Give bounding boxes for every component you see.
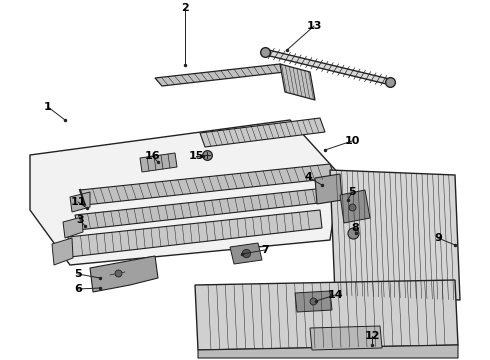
- Text: 9: 9: [434, 233, 442, 243]
- Text: 12: 12: [364, 331, 380, 341]
- Polygon shape: [230, 243, 262, 264]
- Text: 1: 1: [44, 102, 52, 112]
- Polygon shape: [315, 174, 342, 204]
- Text: 14: 14: [327, 290, 343, 300]
- Text: 16: 16: [144, 151, 160, 161]
- Text: 2: 2: [181, 3, 189, 13]
- Text: 5: 5: [348, 187, 356, 197]
- Polygon shape: [155, 64, 285, 86]
- Text: 13: 13: [306, 21, 322, 31]
- Polygon shape: [90, 256, 158, 292]
- Polygon shape: [200, 118, 325, 147]
- Polygon shape: [75, 188, 328, 230]
- Text: 10: 10: [344, 136, 360, 146]
- Polygon shape: [330, 170, 460, 300]
- Text: 15: 15: [188, 151, 204, 161]
- Polygon shape: [198, 345, 458, 358]
- Polygon shape: [310, 326, 382, 350]
- Polygon shape: [295, 291, 332, 312]
- Text: 4: 4: [304, 172, 312, 182]
- Polygon shape: [68, 210, 322, 257]
- Polygon shape: [52, 238, 73, 265]
- Text: 7: 7: [261, 245, 269, 255]
- Polygon shape: [195, 280, 458, 350]
- Polygon shape: [70, 192, 90, 212]
- Text: 3: 3: [76, 215, 84, 225]
- Text: 6: 6: [74, 284, 82, 294]
- Polygon shape: [63, 217, 83, 238]
- Polygon shape: [280, 64, 315, 100]
- Text: 5: 5: [74, 269, 82, 279]
- Polygon shape: [340, 190, 370, 223]
- Text: 8: 8: [351, 223, 359, 233]
- Polygon shape: [30, 120, 340, 265]
- Polygon shape: [140, 153, 177, 172]
- Polygon shape: [80, 164, 335, 205]
- Text: 11: 11: [70, 197, 86, 207]
